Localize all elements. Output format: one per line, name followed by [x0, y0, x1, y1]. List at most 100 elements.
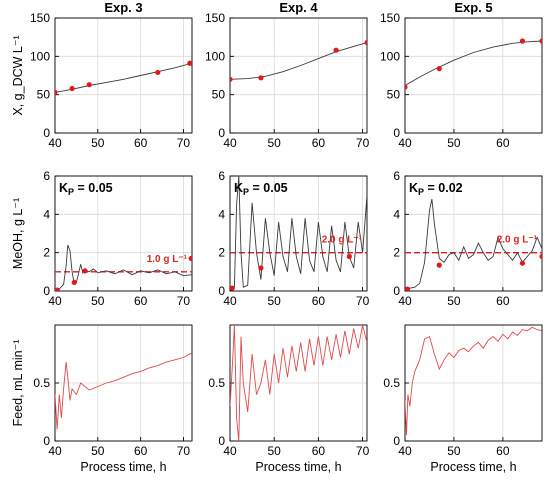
measured-point	[55, 89, 58, 95]
y-tick-label: 0	[43, 284, 50, 298]
plot-frame	[229, 175, 368, 292]
y-tick-label: 50	[387, 88, 401, 102]
x-axis-label: Process time, h	[255, 460, 341, 474]
kp-label: KP = 0.05	[234, 181, 288, 197]
kp-label: KP = 0.05	[59, 181, 113, 197]
column-title: Exp. 4	[279, 0, 318, 15]
panel-r1c0: 40 50 60 70 0 2 4 6 MeOH, g L⁻¹ KP = 0.05 1.0 g L⁻…	[11, 169, 193, 308]
model-series-line	[55, 62, 192, 93]
x-tick-label: 60	[134, 294, 148, 308]
x-tick-label: 40	[398, 444, 412, 458]
kp-subscript: P	[418, 187, 424, 197]
feed-series-line	[55, 352, 192, 430]
y-tick-label: 0.5	[208, 376, 225, 390]
y-tick-label: 150	[205, 11, 225, 25]
x-tick-label: 40	[48, 136, 62, 150]
y-tick-label: 0.5	[33, 376, 50, 390]
x-tick-label: 70	[356, 136, 370, 150]
x-tick-label: 40	[398, 136, 412, 150]
x-tick-label: 60	[134, 136, 148, 150]
x-tick-label: 70	[356, 444, 370, 458]
y-tick-label: 150	[30, 11, 50, 25]
x-tick-label: 50	[447, 136, 461, 150]
measured-point	[82, 268, 88, 274]
x-tick-label: 60	[496, 444, 510, 458]
panel-r2c1: 40 50 60 70 0 0.5 Process time, h	[208, 324, 370, 474]
y-axis-label: Feed, mL min⁻¹	[11, 340, 25, 427]
x-tick-label: 50	[91, 294, 105, 308]
data-layer	[55, 60, 192, 95]
y-tick-label: 6	[43, 169, 50, 183]
kp-value: = 0.05	[249, 181, 288, 195]
data-layer	[230, 176, 367, 291]
data-layer	[55, 244, 192, 291]
y-tick-label: 0	[43, 126, 50, 140]
feed-series-line	[405, 326, 542, 436]
setpoint-label: 2.0 g L⁻¹	[322, 235, 363, 246]
kp-value: = 0.02	[424, 181, 463, 195]
measured-point	[539, 253, 542, 260]
column-title: Exp. 3	[104, 0, 142, 15]
x-tick-label: 60	[312, 136, 326, 150]
measured-point	[519, 38, 526, 44]
x-tick-label: 40	[398, 294, 412, 308]
measured-point	[258, 265, 264, 271]
x-tick-label: 40	[223, 294, 237, 308]
x-tick-label: 70	[177, 444, 191, 458]
y-tick-label: 0	[218, 284, 225, 298]
x-tick-label: 60	[312, 294, 326, 308]
model-series-line	[230, 176, 367, 290]
y-tick-label: 6	[218, 169, 225, 183]
measured-point	[155, 69, 161, 76]
y-tick-label: 2	[218, 246, 225, 260]
x-tick-label: 40	[48, 444, 62, 458]
model-series-line	[55, 244, 192, 291]
plot-frame	[54, 175, 193, 292]
x-tick-label: 60	[312, 444, 326, 458]
y-axis-label: X, g_DCW L⁻¹	[11, 35, 25, 115]
x-tick-label: 60	[134, 444, 148, 458]
y-tick-label: 0	[393, 434, 400, 448]
measured-point	[519, 260, 526, 266]
kp-symbol: K	[59, 181, 68, 195]
measured-point	[69, 85, 75, 92]
y-tick-label: 0	[393, 126, 400, 140]
data-layer	[55, 352, 192, 430]
measured-point	[230, 285, 235, 291]
plot-frame	[54, 17, 193, 134]
y-tick-label: 6	[393, 169, 400, 183]
measured-point	[405, 286, 411, 291]
y-tick-label: 0	[218, 434, 225, 448]
measured-point	[436, 66, 442, 72]
data-layer	[405, 198, 542, 291]
measured-point	[71, 279, 77, 285]
measured-point	[364, 39, 367, 46]
x-tick-label: 70	[177, 294, 191, 308]
y-tick-label: 0	[393, 284, 400, 298]
y-tick-label: 4	[393, 207, 400, 221]
x-tick-label: 50	[91, 444, 105, 458]
x-axis-label: Process time, h	[430, 460, 516, 474]
measured-point	[539, 38, 542, 44]
plot-frame	[404, 17, 543, 134]
y-tick-label: 50	[212, 88, 226, 102]
kp-value: = 0.05	[74, 181, 113, 195]
y-tick-label: 2	[393, 246, 400, 260]
kp-subscript: P	[68, 187, 74, 197]
x-tick-label: 40	[223, 136, 237, 150]
panel-r2c0: 40 50 60 70 0 0.5 Process time, h Feed, mL min⁻…	[11, 324, 193, 474]
y-tick-label: 4	[218, 207, 225, 221]
data-layer	[405, 326, 542, 436]
model-series-line	[405, 40, 542, 86]
kp-subscript: P	[243, 187, 249, 197]
measured-point	[258, 75, 264, 81]
x-tick-label: 40	[48, 294, 62, 308]
measured-point	[187, 60, 192, 66]
panel-r0c0: 40 50 60 70 0 50 100 150 Exp. 3 X, g_DCW L⁻¹	[11, 0, 193, 150]
x-tick-label: 50	[268, 136, 282, 150]
measured-point	[405, 84, 408, 90]
x-axis-label: Process time, h	[80, 460, 166, 474]
feed-series-line	[230, 325, 367, 441]
measured-point	[230, 76, 233, 82]
